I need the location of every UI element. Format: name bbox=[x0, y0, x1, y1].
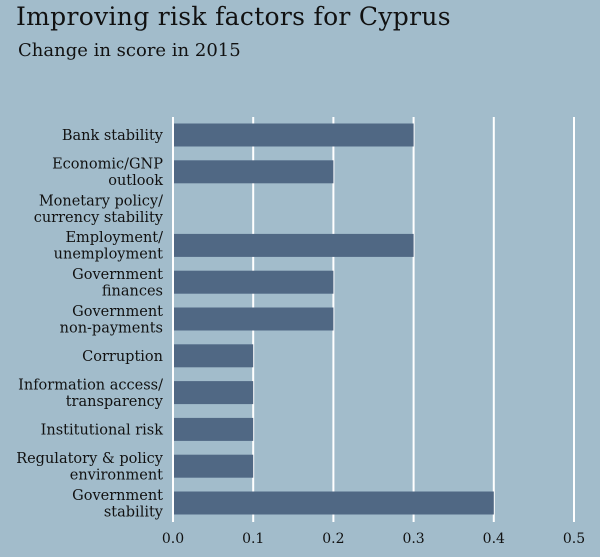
category-label: Monetary policy/ bbox=[39, 193, 163, 209]
category-label: transparency bbox=[66, 394, 164, 410]
x-tick-label: 0.0 bbox=[162, 531, 184, 547]
category-label: Economic/GNP bbox=[52, 157, 163, 173]
category-label: stability bbox=[104, 504, 164, 520]
x-tick-label: 0.5 bbox=[563, 531, 585, 547]
bar bbox=[174, 381, 254, 405]
category-label: Employment/ bbox=[65, 230, 163, 246]
bar bbox=[174, 307, 334, 331]
bar bbox=[174, 160, 334, 184]
x-tick-label: 0.4 bbox=[483, 531, 505, 547]
chart-subtitle: Change in score in 2015 bbox=[18, 40, 241, 61]
category-label: currency stability bbox=[34, 210, 164, 226]
category-label: Corruption bbox=[82, 349, 163, 365]
bar bbox=[174, 270, 334, 294]
bar bbox=[174, 344, 254, 368]
category-label: non-payments bbox=[60, 320, 163, 336]
chart-title: Improving risk factors for Cyprus bbox=[16, 2, 451, 31]
category-label: Information access/ bbox=[18, 377, 163, 393]
bar bbox=[174, 491, 494, 515]
category-label: Government bbox=[72, 267, 163, 283]
category-label: Government bbox=[72, 488, 163, 504]
category-label: Institutional risk bbox=[41, 422, 164, 438]
x-tick-label: 0.3 bbox=[402, 531, 424, 547]
category-label: finances bbox=[102, 283, 163, 299]
category-label: Government bbox=[72, 304, 163, 320]
category-label: outlook bbox=[108, 173, 163, 189]
bar bbox=[174, 123, 414, 147]
x-tick-label: 0.1 bbox=[242, 531, 264, 547]
x-tick-label: 0.2 bbox=[322, 531, 344, 547]
bar bbox=[174, 417, 254, 441]
category-label: unemployment bbox=[54, 247, 164, 263]
bar bbox=[174, 454, 254, 478]
category-label: Regulatory & policy bbox=[16, 451, 164, 467]
category-label: environment bbox=[70, 467, 163, 483]
category-label: Bank stability bbox=[62, 128, 164, 144]
bar bbox=[174, 233, 414, 257]
